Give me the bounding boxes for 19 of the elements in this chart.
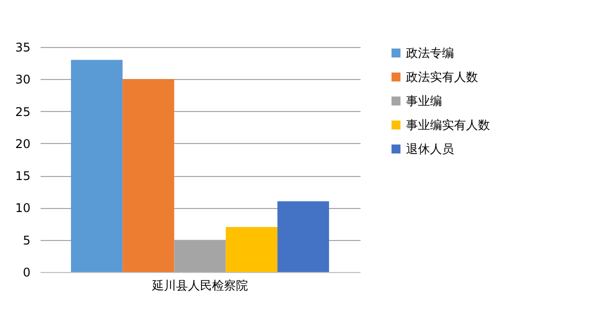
y-tick-label: 0 xyxy=(22,266,30,280)
bar xyxy=(174,240,226,272)
y-tick-label: 30 xyxy=(15,72,30,87)
legend-label: 政法实有人数 xyxy=(406,70,478,84)
legend-label: 事业编 xyxy=(406,94,442,108)
y-tick-label: 15 xyxy=(15,169,30,184)
legend-label: 事业编实有人数 xyxy=(406,118,490,132)
y-tick-label: 35 xyxy=(15,40,30,54)
bar xyxy=(70,60,123,272)
legend-label: 退休人员 xyxy=(406,142,454,156)
x-tick-label: 延川县人民检察院 xyxy=(151,278,248,292)
bar xyxy=(122,79,174,272)
bar xyxy=(277,201,330,272)
y-tick-label: 25 xyxy=(15,104,30,119)
y-tick-label: 10 xyxy=(15,201,30,216)
y-tick-label: 20 xyxy=(15,136,30,151)
y-tick-label: 5 xyxy=(22,233,30,248)
legend-label: 政法专编 xyxy=(406,46,454,60)
bar xyxy=(226,227,278,272)
